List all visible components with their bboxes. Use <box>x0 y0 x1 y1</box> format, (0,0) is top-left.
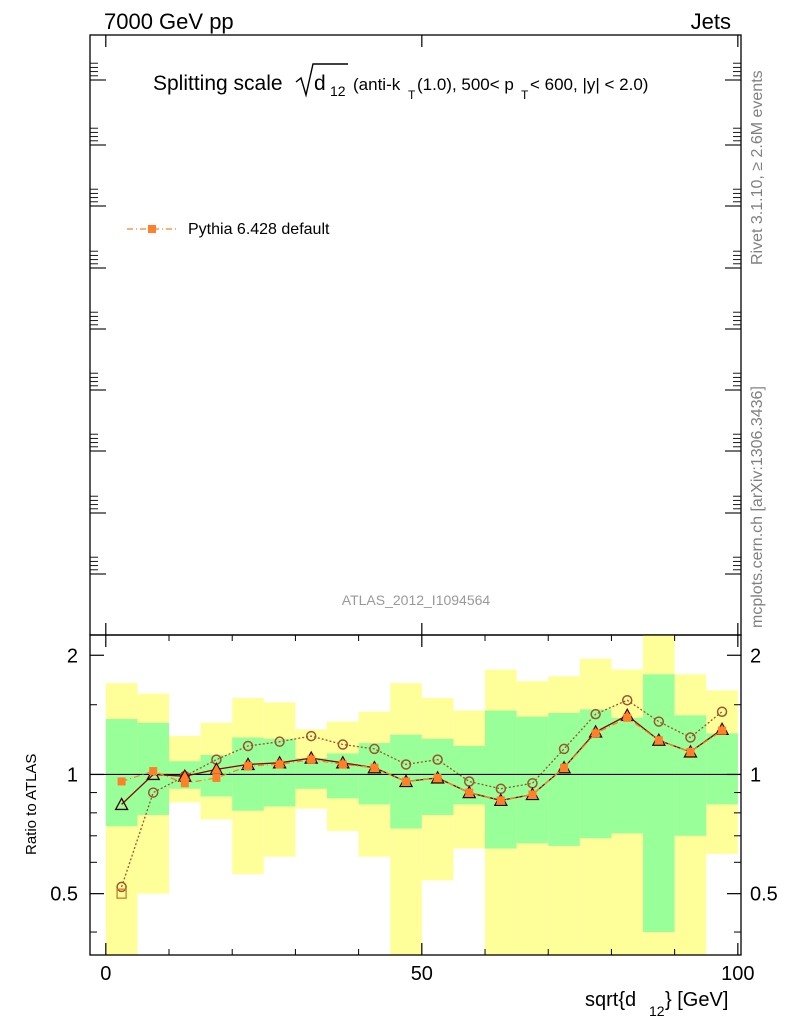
x-axis-label-sub: 12 <box>649 1003 665 1019</box>
data-point-filled-triangle <box>622 710 633 720</box>
legend-marker <box>148 225 156 233</box>
data-point-filled-triangle <box>717 724 728 734</box>
data-point-open-circle <box>305 730 317 742</box>
series-line-open-circle <box>120 699 723 888</box>
title-rest-2-sub: T <box>521 88 529 102</box>
series-line-square <box>121 717 723 802</box>
y-axis-label: Ratio to ATLAS <box>23 754 40 855</box>
data-point-open-circle <box>369 743 380 755</box>
legend: Pythia 6.428 default <box>127 221 330 238</box>
data-point-filled-triangle <box>337 757 348 767</box>
data-point-open-circle <box>432 754 443 765</box>
legend-label: Pythia 6.428 default <box>188 221 330 238</box>
sqrt-symbol <box>295 63 348 98</box>
data-point-open-triangle <box>114 797 129 811</box>
data-point-filled-triangle <box>527 789 538 799</box>
data-point-square <box>212 773 221 782</box>
data-point-open-circle <box>274 736 285 747</box>
data-point-filled-triangle <box>274 757 285 767</box>
data-point-open-square <box>116 888 127 899</box>
mcplots-reference-label: mcplots.cern.ch [arXiv:1306.3436] <box>749 386 766 628</box>
data-point-open-circle <box>653 716 665 727</box>
title-symbol: d <box>314 72 326 95</box>
y-tick-label: 2 <box>67 645 78 667</box>
data-point-square <box>117 777 126 786</box>
data-point-filled-triangle <box>306 753 317 763</box>
inner-band-bin <box>674 715 707 836</box>
data-point-filled-triangle <box>464 787 475 797</box>
data-point-open-circle <box>621 694 633 706</box>
ratio-axes: 0 50 100 0.5 0.5 1 1 2 2 <box>50 635 778 985</box>
process-label: Jets <box>691 9 731 34</box>
data-point-open-circle <box>590 708 601 720</box>
main-plot-ticks <box>90 35 741 635</box>
data-point-filled-triangle <box>432 772 443 782</box>
data-point-open-circle <box>400 759 412 770</box>
plot-title: Splitting scale d 12 (anti-k T (1.0), 50… <box>153 63 648 102</box>
title-rest-1: (anti-k <box>353 75 401 94</box>
data-point-filled-triangle <box>653 735 664 745</box>
inner-band-bin <box>485 710 517 849</box>
data-point-filled-triangle <box>685 746 696 756</box>
y-tick-label-right: 2 <box>750 645 761 667</box>
inner-band-bin <box>263 738 296 807</box>
title-symbol-sub: 12 <box>330 83 346 99</box>
data-point-open-circle <box>716 706 728 717</box>
data-point-filled-triangle <box>495 795 506 805</box>
title-lead: Splitting scale <box>153 72 283 95</box>
data-point-open-circle <box>558 743 570 755</box>
inner-band-bin <box>358 743 391 805</box>
title-rest-3: < 600, |y| < 2.0) <box>530 75 648 94</box>
inner-band-bin <box>643 674 675 933</box>
data-point-open-circle <box>685 732 696 743</box>
data-point-filled-triangle <box>590 727 601 737</box>
main-plot-frame <box>89 34 742 636</box>
y-tick-label-right: 0.5 <box>750 884 778 906</box>
inner-band-bin <box>611 717 644 834</box>
x-axis-label-end: } [GeV] <box>665 989 728 1011</box>
x-tick-label: 100 <box>721 963 754 985</box>
y-tick-label-right: 1 <box>750 764 761 786</box>
analysis-id: ATLAS_2012_I1094564 <box>342 592 491 608</box>
data-point-filled-triangle <box>369 762 380 772</box>
data-point-open-circle <box>337 739 349 750</box>
x-tick-label: 0 <box>100 963 111 985</box>
y-tick-label: 1 <box>67 764 78 786</box>
inner-band-bin <box>105 719 138 827</box>
data-point-filled-triangle <box>243 759 254 769</box>
data-point-filled-triangle <box>211 764 222 774</box>
y-tick-label: 0.5 <box>50 884 78 906</box>
data-point-open-circle <box>147 787 159 798</box>
ratio-panel-content <box>90 635 741 955</box>
x-axis-label: sqrt{d 12 } [GeV] <box>585 989 728 1019</box>
x-tick-label: 50 <box>411 963 433 985</box>
title-rest-1-sub: T <box>408 88 416 102</box>
data-point-open-circle <box>242 740 254 752</box>
rivet-version-label: Rivet 3.1.10, ≥ 2.6M events <box>749 70 766 265</box>
ratio-plot-frame <box>89 634 742 956</box>
data-point-filled-triangle <box>559 762 570 772</box>
data-point-open-circle <box>116 881 127 893</box>
title-rest-2: (1.0), 500< p <box>417 75 514 94</box>
data-point-square <box>180 779 189 788</box>
inner-band-bin <box>516 716 549 844</box>
x-axis-label-main: sqrt{d <box>585 989 636 1011</box>
data-point-filled-triangle <box>179 771 190 781</box>
data-point-square <box>149 767 158 776</box>
inner-band-bin <box>706 733 738 805</box>
inner-band-bin <box>548 712 580 846</box>
data-point-filled-triangle <box>401 776 412 786</box>
energy-label: 7000 GeV pp <box>104 9 234 34</box>
